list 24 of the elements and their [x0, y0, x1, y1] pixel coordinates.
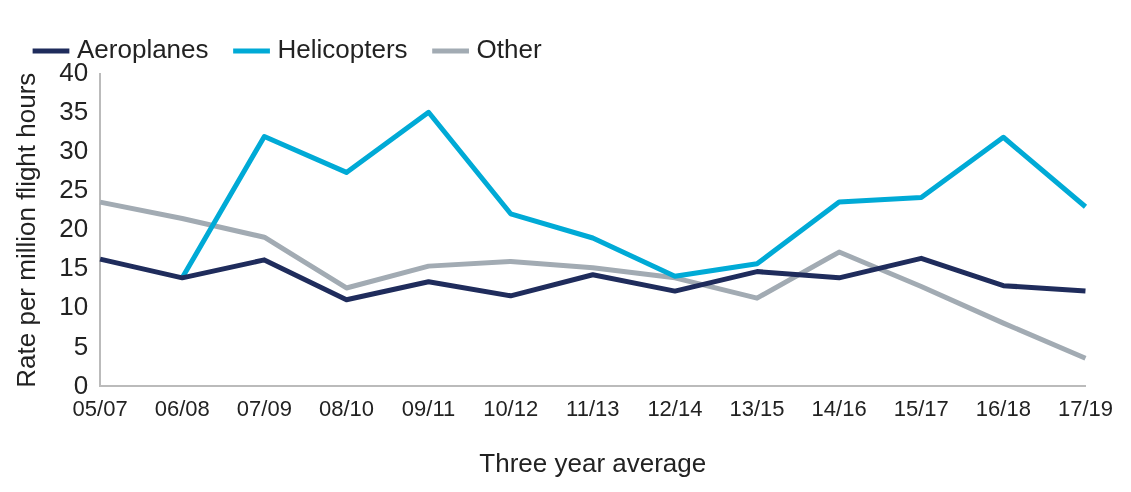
y-tick-label: 10: [59, 291, 89, 322]
x-tick-label: 13/15: [729, 395, 785, 421]
y-tick-label: 15: [59, 252, 89, 283]
x-tick-label: 14/16: [811, 395, 867, 421]
x-tick-label: 06/08: [154, 395, 210, 421]
x-axis-title: Three year average: [479, 447, 707, 478]
y-tick-label: 25: [59, 174, 89, 205]
y-axis-title: Rate per million flight hours: [10, 72, 41, 388]
y-tick-label: 35: [59, 96, 89, 127]
y-tick-label: 20: [59, 213, 89, 244]
x-tick-label: 17/19: [1057, 395, 1113, 421]
x-tick-label: 15/17: [893, 395, 949, 421]
x-tick-label: 10/12: [483, 395, 539, 421]
x-tick-label: 08/10: [318, 395, 374, 421]
x-tick-label: 09/11: [401, 395, 456, 421]
x-tick-label: 11/13: [566, 395, 620, 421]
legend-label: Other: [476, 34, 542, 65]
legend-label: Helicopters: [277, 34, 408, 65]
x-tick-label: 16/18: [975, 395, 1031, 421]
y-tick-label: 30: [59, 135, 89, 166]
y-tick-label: 5: [73, 330, 89, 361]
x-tick-label: 07/09: [236, 395, 292, 421]
x-tick-label: 12/14: [647, 395, 703, 421]
y-tick-label: 40: [59, 57, 89, 88]
